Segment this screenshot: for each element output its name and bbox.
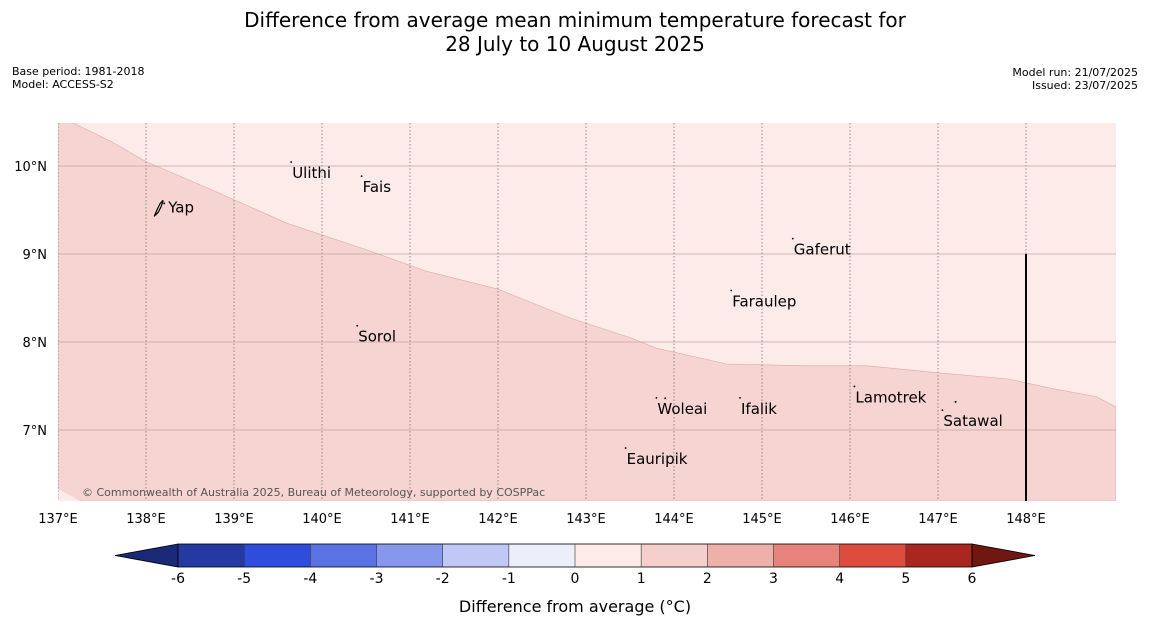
island-dot bbox=[853, 385, 856, 388]
colorbar-segment bbox=[178, 544, 245, 567]
colorbar-segment bbox=[575, 544, 642, 567]
colorbar-segment bbox=[310, 544, 377, 567]
lon-tick-label: 141°E bbox=[390, 512, 430, 527]
colorbar-tick-label: 2 bbox=[703, 571, 712, 587]
island-label: Faraulep bbox=[732, 293, 796, 311]
colorbar-tick-label: 1 bbox=[637, 571, 646, 587]
colorbar-segment bbox=[707, 544, 774, 567]
island-label: Ulithi bbox=[292, 164, 331, 182]
title-line-1: Difference from average mean minimum tem… bbox=[244, 8, 906, 32]
colorbar-label: Difference from average (°C) bbox=[459, 597, 691, 616]
anomaly-region-1-2 bbox=[58, 123, 1116, 501]
colorbar-segment bbox=[641, 544, 708, 567]
yap-island-outline bbox=[153, 199, 164, 217]
island-dot bbox=[739, 396, 741, 399]
island-dot bbox=[791, 237, 794, 240]
island-label: Woleai bbox=[657, 400, 707, 418]
islet-dot bbox=[664, 397, 667, 400]
island-dot bbox=[290, 161, 293, 163]
island-satawal: Satawal bbox=[941, 409, 1003, 430]
lon-tick-label: 142°E bbox=[478, 512, 518, 527]
island-ulithi: Ulithi bbox=[290, 161, 331, 182]
island-label: Sorol bbox=[358, 328, 396, 346]
lon-tick-label: 140°E bbox=[302, 512, 342, 527]
colorbar-high-extend bbox=[971, 543, 1036, 568]
colorbar-tick-label: 5 bbox=[901, 571, 910, 587]
island-labels: Yap Ulithi Fais Gaferut Faraulep Sorol Lamotre… bbox=[153, 161, 1003, 468]
island-label: Lamotrek bbox=[855, 388, 926, 406]
island-dot bbox=[356, 324, 359, 327]
island-label: Eauripik bbox=[627, 450, 688, 468]
lon-tick-label: 143°E bbox=[566, 512, 606, 527]
island-faraulep: Faraulep bbox=[730, 289, 796, 311]
map-axes: 137°E 138°E 139°E 140°E 141°E 142°E 143°E 144°E… bbox=[14, 160, 1046, 527]
island-dot bbox=[941, 409, 944, 412]
anomaly-region-corner bbox=[58, 489, 80, 501]
island-woleai: Woleai bbox=[655, 396, 707, 418]
colorbar-segment bbox=[508, 544, 575, 567]
copyright-notice: © Commonwealth of Australia 2025, Bureau… bbox=[82, 486, 545, 499]
issued-text: Issued: 23/07/2025 bbox=[1031, 79, 1138, 92]
island-dot bbox=[730, 289, 733, 292]
lon-tick-label: 137°E bbox=[38, 512, 78, 527]
map-title: Difference from average mean minimum tem… bbox=[0, 8, 1150, 56]
lon-tick-label: 144°E bbox=[654, 512, 694, 527]
title-line-2: 28 July to 10 August 2025 bbox=[445, 32, 705, 56]
colorbar-tick-label: -3 bbox=[370, 571, 384, 587]
island-fais: Fais bbox=[360, 175, 392, 196]
island-dot bbox=[655, 396, 658, 399]
island-ifalik: Ifalik bbox=[739, 396, 777, 418]
island-gaferut: Gaferut bbox=[791, 237, 851, 259]
colorbar-segment bbox=[244, 544, 311, 567]
lat-tick-label: 8°N bbox=[23, 336, 48, 351]
islet-dot bbox=[954, 400, 957, 403]
island-label: Yap bbox=[167, 198, 194, 216]
island-label: Ifalik bbox=[741, 400, 777, 418]
colorbar-tick-label: 6 bbox=[968, 571, 977, 587]
island-dot bbox=[624, 447, 627, 449]
colorbar-tick-label: 0 bbox=[571, 571, 580, 587]
island-sorol: Sorol bbox=[356, 324, 396, 346]
lat-tick-label: 7°N bbox=[23, 424, 48, 439]
model-run-text: Model run: 21/07/2025 bbox=[1012, 66, 1138, 79]
island-yap: Yap bbox=[153, 198, 194, 217]
lon-tick-label: 139°E bbox=[214, 512, 254, 527]
colorbar: Difference from average (°C) -6 -5 -4 -3 -2 -… bbox=[114, 543, 1036, 616]
colorbar-segment bbox=[442, 544, 509, 567]
island-lamotrek: Lamotrek bbox=[853, 385, 927, 406]
colorbar-segment bbox=[905, 544, 972, 567]
metadata-left: Base period: 1981-2018 Model: ACCESS-S2 bbox=[12, 65, 144, 91]
lon-tick-label: 148°E bbox=[1006, 512, 1046, 527]
colorbar-segment bbox=[839, 544, 906, 567]
colorbar-tick-label: -4 bbox=[303, 571, 317, 587]
lon-tick-label: 145°E bbox=[742, 512, 782, 527]
colorbar-tick-label: -2 bbox=[436, 571, 450, 587]
lat-tick-label: 10°N bbox=[14, 160, 47, 175]
lon-tick-label: 147°E bbox=[918, 512, 958, 527]
colorbar-tick-label: -1 bbox=[502, 571, 516, 587]
colorbar-tick-label: 3 bbox=[769, 571, 778, 587]
map-panel: Yap Ulithi Fais Gaferut Faraulep Sorol Lamotre… bbox=[14, 123, 1116, 527]
lon-tick-label: 138°E bbox=[126, 512, 166, 527]
island-label: Fais bbox=[363, 178, 392, 196]
colorbar-segment bbox=[773, 544, 840, 567]
colorbar-tick-label: 4 bbox=[835, 571, 844, 587]
colorbar-low-extend bbox=[114, 543, 179, 568]
colorbar-tick-label: -6 bbox=[171, 571, 185, 587]
island-label: Gaferut bbox=[794, 241, 851, 259]
base-period-text: Base period: 1981-2018 bbox=[12, 65, 145, 78]
island-label: Satawal bbox=[943, 412, 1002, 430]
island-dot bbox=[360, 175, 363, 178]
metadata-right: Model run: 21/07/2025 Issued: 23/07/2025 bbox=[1012, 66, 1138, 92]
colorbar-segment bbox=[376, 544, 443, 567]
colorbar-tick-label: -5 bbox=[237, 571, 251, 587]
lon-tick-label: 146°E bbox=[830, 512, 870, 527]
lat-tick-label: 9°N bbox=[23, 248, 48, 263]
model-text: Model: ACCESS-S2 bbox=[12, 78, 114, 91]
island-dot bbox=[163, 202, 166, 205]
island-eauripik: Eauripik bbox=[624, 447, 688, 468]
